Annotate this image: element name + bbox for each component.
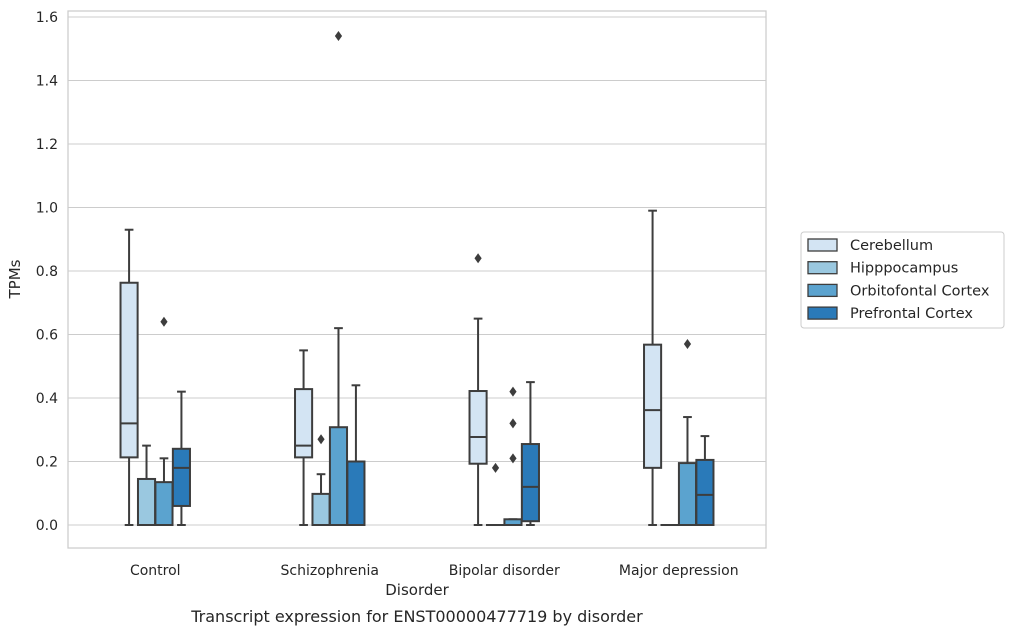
box-iqr [520,443,540,523]
legend: Cerebellum Hipppocampus Orbitofontal Corte… [800,231,1005,329]
legend-swatch [807,283,838,298]
box-orbitofontal-cortex-control [154,316,174,527]
series-orbitofontal-cortex [154,31,698,527]
box-orbitofontal-cortex-bipolar-disorder [503,386,523,526]
box-iqr [643,343,663,469]
box-prefrontal-cortex-major-depression [695,435,715,527]
series-cerebellum [119,209,663,526]
box-prefrontal-cortex-control [171,390,191,526]
y-tick-label: 0.0 [36,518,58,534]
y-axis-ticks: 0.0 0.2 0.4 0.6 0.8 1.0 1.2 1.4 1.6 [36,10,58,534]
box-iqr [695,458,715,527]
legend-swatch [807,306,838,320]
box-cerebellum-control [119,228,139,526]
box-prefrontal-cortex-bipolar-disorder [520,381,540,526]
box-iqr [119,281,139,459]
box-hipppocampus-bipolar-disorder [485,462,506,527]
y-tick-label: 0.8 [36,264,58,280]
legend-label: Cerebellum [850,238,933,254]
outlier-point [334,31,343,42]
outlier-point [509,418,517,429]
outlier-point [317,434,325,445]
box-iqr [328,426,349,526]
y-tick-label: 0.2 [36,455,58,471]
box-iqr [171,447,191,507]
plot-frame [67,10,767,549]
legend-item-cerebellum: Cerebellum [807,238,933,254]
outlier-point [509,386,517,397]
legend-label: Prefrontal Cortex [850,306,973,322]
legend-swatch [807,238,838,252]
legend-frame [800,231,1005,329]
legend-label: Hipppocampus [850,261,958,277]
y-tick-label: 1.4 [36,74,58,90]
box-iqr [311,492,331,527]
box-orbitofontal-cortex-schizophrenia [328,31,349,526]
x-axis-ticks: Control Schizophrenia Bipolar disorder Majo… [130,563,739,579]
outlier-point [683,339,692,350]
box-cerebellum-schizophrenia [294,349,314,526]
x-tick-label: Control [130,563,181,579]
x-tick-label: Schizophrenia [281,563,379,579]
y-tick-label: 0.4 [36,391,58,407]
legend-item-prefrontal-cortex: Prefrontal Cortex [807,306,973,322]
box-iqr [468,390,488,465]
y-tick-label: 1.0 [36,201,58,217]
box-iqr [346,460,366,526]
box-hipppocampus-control [136,444,157,526]
legend-swatch [807,261,838,275]
box-series [119,31,715,527]
box-iqr [677,462,698,526]
legend-item-hipppocampus: Hipppocampus [807,261,958,277]
legend-item-orbitofontal-cortex: Orbitofontal Cortex [807,283,990,299]
y-tick-label: 0.6 [36,328,58,344]
outlier-point [160,316,168,327]
box-orbitofontal-cortex-major-depression [677,339,698,526]
x-tick-label: Bipolar disorder [449,563,560,579]
y-tick-label: 1.6 [36,10,58,26]
box-prefrontal-cortex-schizophrenia [346,384,366,526]
x-tick-label: Major depression [619,563,739,579]
outlier-point [474,253,482,264]
box-iqr [136,477,157,526]
y-axis-title: TPMs [6,259,24,299]
x-axis-title: Disorder [385,581,449,599]
box-cerebellum-major-depression [643,209,663,526]
box-iqr [154,481,174,527]
legend-label: Orbitofontal Cortex [850,283,990,299]
series-prefrontal-cortex [171,381,715,527]
box-hipppocampus-schizophrenia [311,434,331,527]
box-cerebellum-bipolar-disorder [468,253,488,526]
box-iqr [294,388,314,459]
outlier-point [509,453,517,464]
outlier-point [491,462,500,473]
series-hipppocampus [136,434,680,527]
y-tick-label: 1.2 [36,137,58,153]
chart-caption: Transcript expression for ENST0000047771… [190,607,643,626]
